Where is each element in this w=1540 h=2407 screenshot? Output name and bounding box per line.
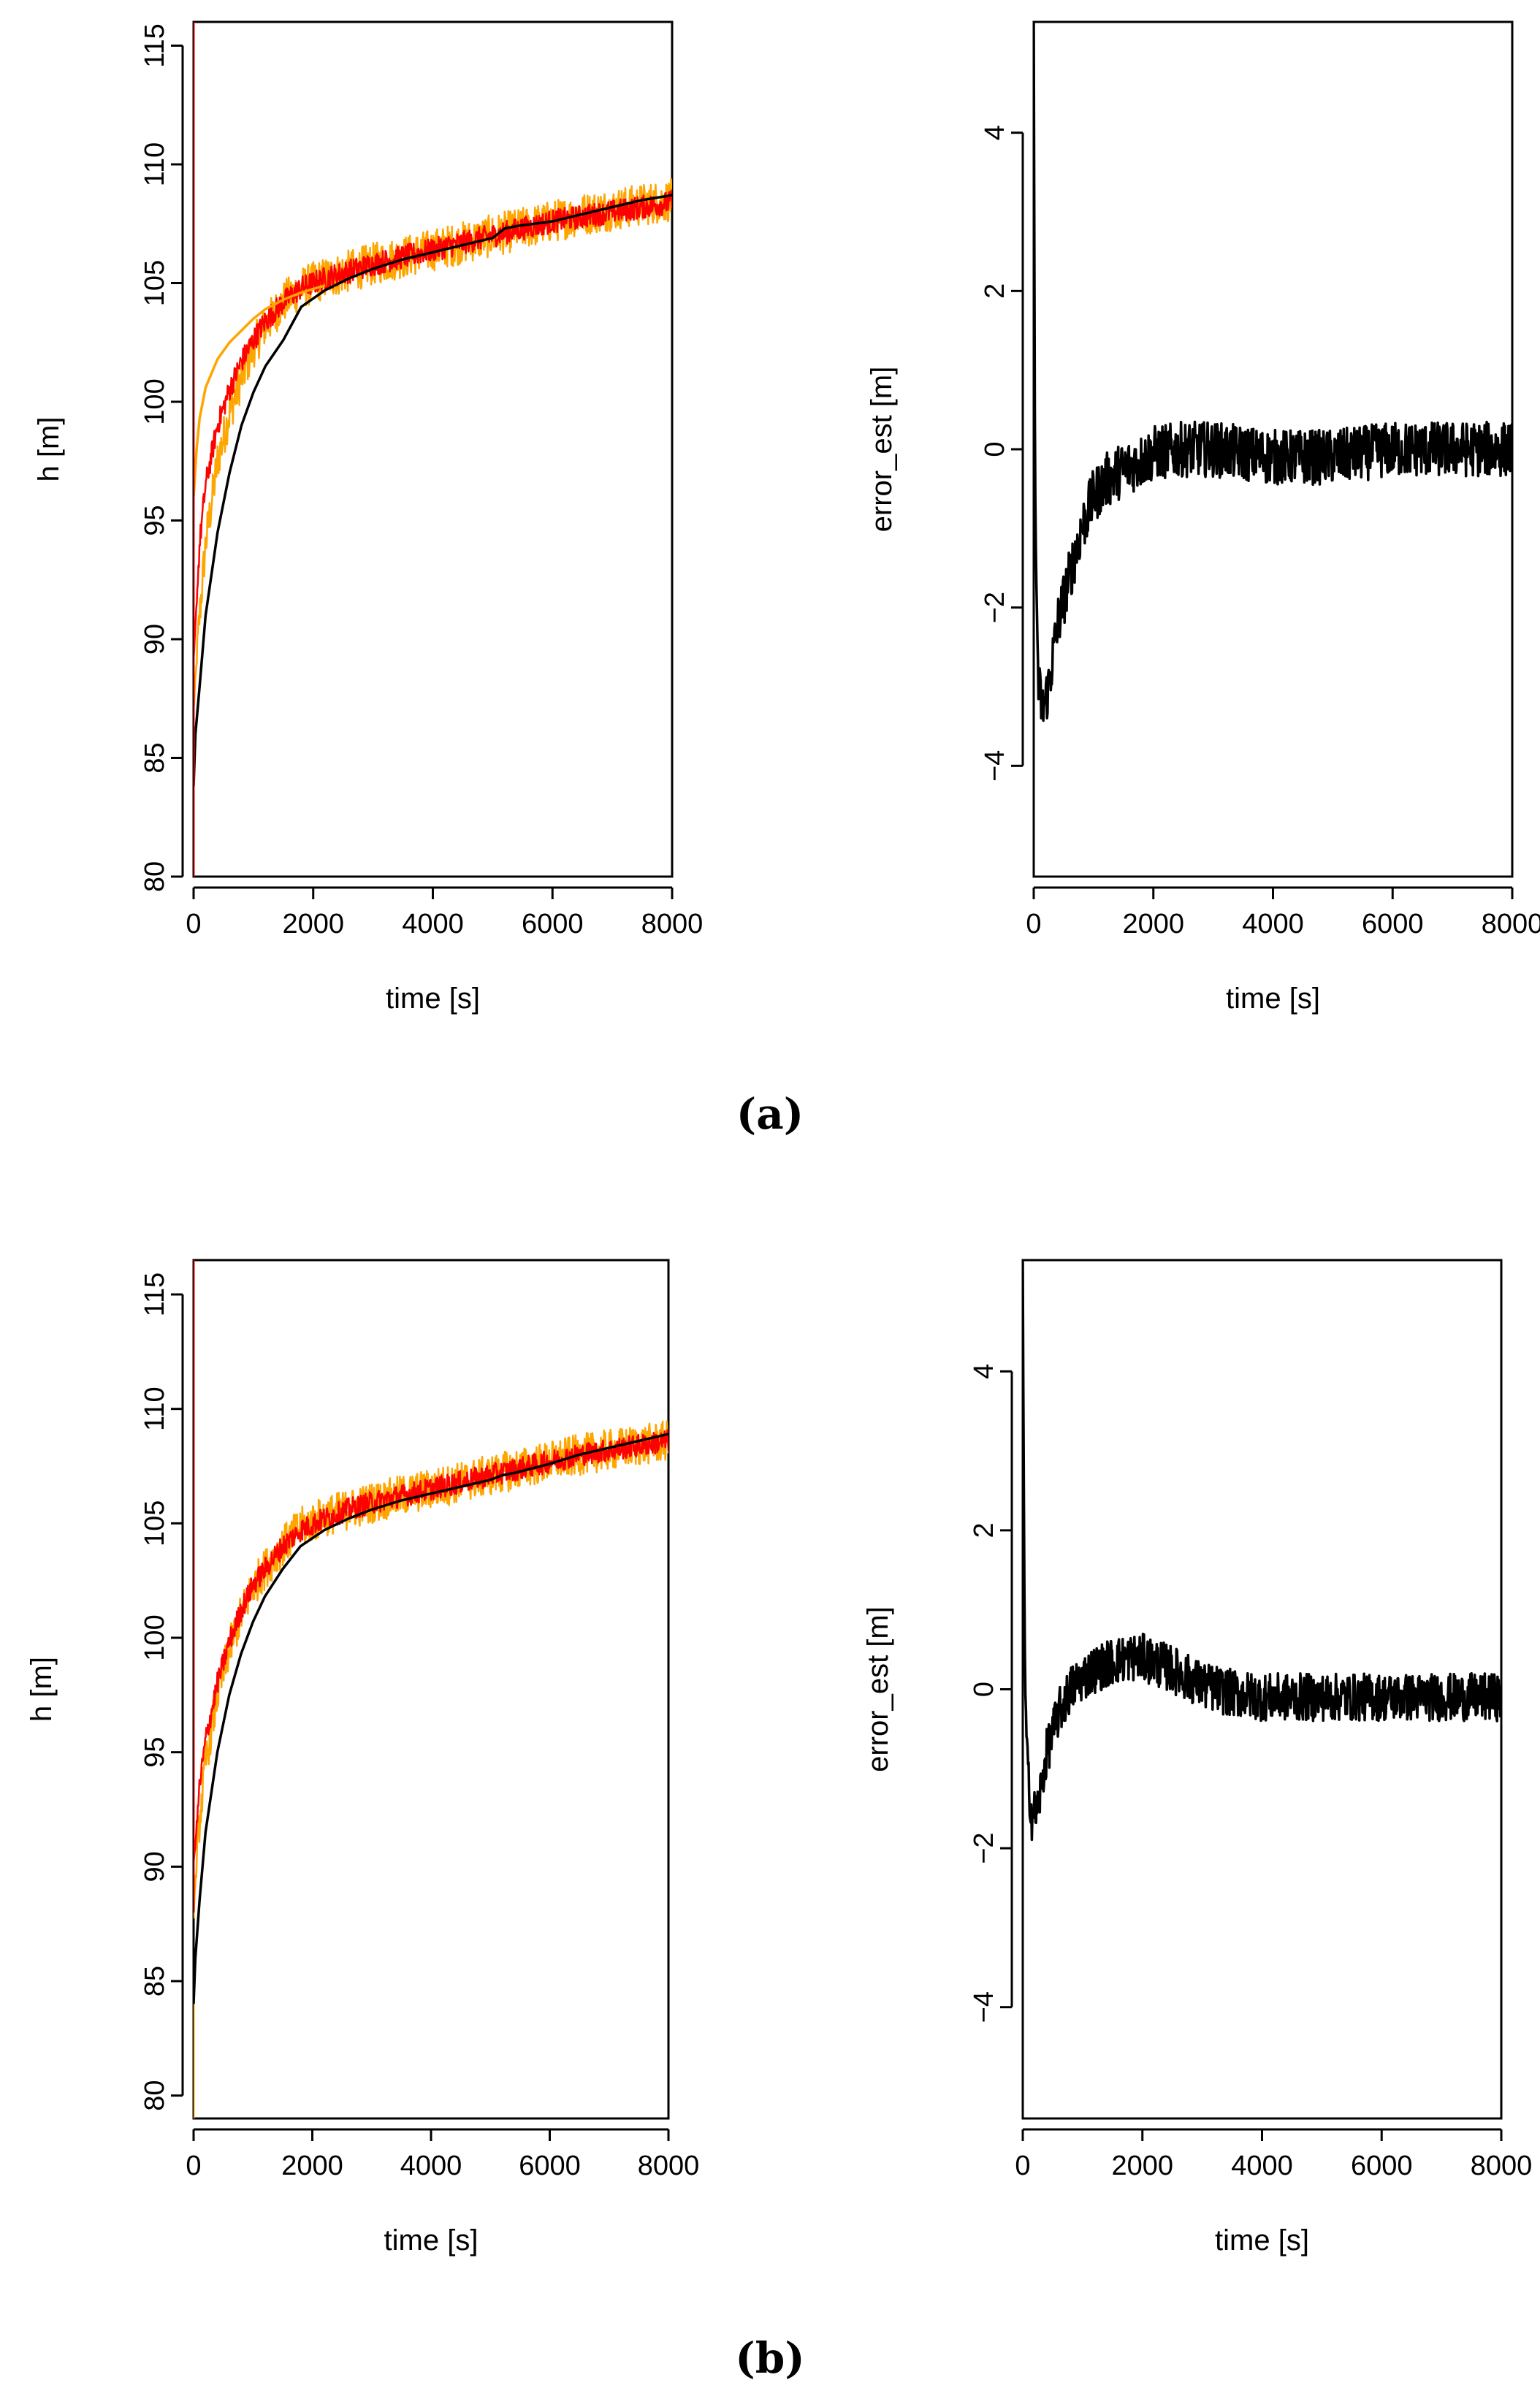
- panel-label-a: (a): [736, 1089, 804, 1139]
- y-tick-label: 105: [140, 1500, 170, 1546]
- series-red-noisy: [194, 190, 672, 660]
- series-orange-smooth: [194, 284, 326, 497]
- series-group: [1034, 22, 1512, 722]
- y-tick-label: 80: [140, 861, 170, 892]
- y-axis-title: error_est [m]: [866, 367, 898, 533]
- x-tick-label: 4000: [1242, 909, 1304, 939]
- series-error-estimate: [1023, 1262, 1501, 1842]
- x-tick-label: 2000: [1111, 2151, 1173, 2181]
- x-tick-label: 0: [1015, 2151, 1030, 2181]
- series-group: [1023, 1262, 1501, 1842]
- y-tick-label: 95: [140, 505, 170, 535]
- y-tick-label: 100: [140, 1614, 170, 1660]
- plot-frame: [1032, 20, 1514, 878]
- y-tick-label: 90: [140, 624, 170, 655]
- x-tick-label: 0: [186, 2151, 201, 2181]
- series-black-estimate: [194, 1433, 668, 2004]
- y-tick-label: 105: [140, 260, 170, 306]
- x-tick-label: 2000: [1122, 909, 1184, 939]
- series-error-estimate: [1034, 22, 1512, 722]
- y-axis-title: h [m]: [33, 417, 65, 482]
- series-red-noisy: [194, 1429, 668, 1864]
- x-tick-label: 0: [1026, 909, 1041, 939]
- y-axis-title: h [m]: [26, 1657, 58, 1722]
- x-axis-title: time [s]: [386, 983, 480, 1015]
- y-axis-title: error_est [m]: [862, 1606, 894, 1772]
- x-tick-label: 6000: [522, 909, 584, 939]
- x-tick-label: 4000: [402, 909, 464, 939]
- y-tick-label: −2: [980, 592, 1010, 623]
- chart-a-right: 0 2000 4000 6000 8000 −4 −2 0 2 4 time [s] error_es…: [866, 20, 1540, 1015]
- y-tick-label: 115: [140, 1273, 170, 1317]
- y-tick-label: 0: [969, 1682, 999, 1697]
- y-tick-label: 85: [140, 1966, 170, 1996]
- x-tick-label: 4000: [400, 2151, 462, 2181]
- x-tick-label: 4000: [1231, 2151, 1293, 2181]
- y-tick-label: 2: [980, 283, 1010, 299]
- chart-a-left: 0 2000 4000 6000 8000 80 85 90 95 100 105 110 115 tim…: [33, 20, 704, 1015]
- y-tick-label: 110: [140, 1386, 170, 1431]
- series-group: [194, 1260, 668, 2118]
- y-tick-label: 0: [980, 441, 1010, 457]
- x-tick-label: 8000: [1482, 909, 1540, 939]
- y-tick-label: 85: [140, 742, 170, 773]
- y-tick-label: −2: [969, 1832, 999, 1864]
- panel-a: 0 2000 4000 6000 8000 80 85 90 95 100 105 110 115 tim…: [33, 20, 1540, 1139]
- chart-b-left: 0 2000 4000 6000 8000 80 85 90 95 100 105 110 115 tim…: [26, 1259, 700, 2257]
- y-tick-label: −4: [969, 1991, 999, 2023]
- y-tick-label: 110: [140, 142, 170, 187]
- x-tick-label: 0: [186, 909, 201, 939]
- y-tick-label: 80: [140, 2080, 170, 2111]
- x-tick-label: 2000: [281, 2151, 343, 2181]
- x-tick-label: 2000: [282, 909, 344, 939]
- panel-label-b: (b): [735, 2333, 804, 2383]
- x-tick-label: 8000: [638, 2151, 700, 2181]
- panel-b: 0 2000 4000 6000 8000 80 85 90 95 100 105 110 115 tim…: [26, 1259, 1533, 2383]
- x-tick-label: 6000: [1362, 909, 1424, 939]
- y-tick-label: 90: [140, 1851, 170, 1882]
- x-axis-title: time [s]: [1226, 983, 1320, 1015]
- x-axis-title: time [s]: [1215, 2224, 1309, 2257]
- y-tick-label: 115: [140, 23, 170, 68]
- chart-b-right: 0 2000 4000 6000 8000 −4 −2 0 2 4 time [s] error_es…: [862, 1259, 1533, 2257]
- y-tick-label: 95: [140, 1737, 170, 1768]
- series-group: [194, 22, 672, 877]
- series-black-estimate: [194, 194, 672, 787]
- x-tick-label: 6000: [519, 2151, 581, 2181]
- y-tick-label: −4: [980, 750, 1010, 782]
- y-tick-label: 4: [969, 1364, 999, 1379]
- x-tick-label: 8000: [641, 909, 704, 939]
- y-tick-label: 100: [140, 378, 170, 424]
- x-tick-label: 6000: [1351, 2151, 1413, 2181]
- y-tick-label: 4: [980, 125, 1010, 140]
- x-axis-title: time [s]: [384, 2224, 479, 2257]
- y-tick-label: 2: [969, 1522, 999, 1538]
- x-tick-label: 8000: [1471, 2151, 1533, 2181]
